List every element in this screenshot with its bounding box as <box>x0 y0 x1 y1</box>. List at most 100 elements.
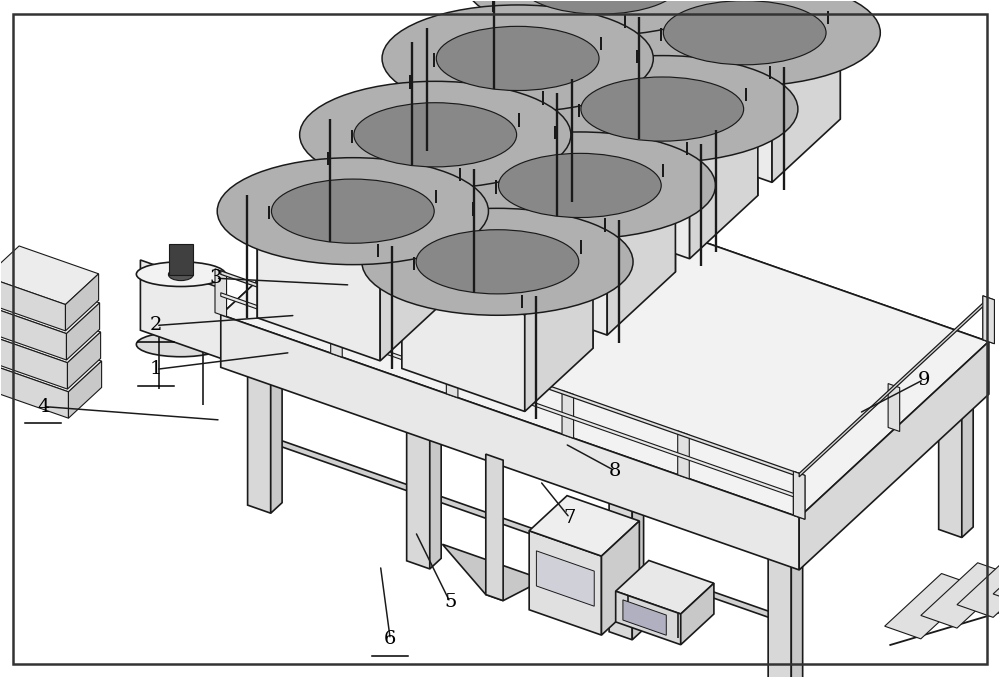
Polygon shape <box>505 0 573 89</box>
Polygon shape <box>490 5 613 145</box>
Polygon shape <box>221 139 410 367</box>
Polygon shape <box>772 22 840 182</box>
Polygon shape <box>799 342 989 570</box>
Polygon shape <box>505 0 696 35</box>
Polygon shape <box>221 139 989 517</box>
Polygon shape <box>422 5 490 165</box>
Polygon shape <box>567 56 758 162</box>
Polygon shape <box>221 271 799 477</box>
Polygon shape <box>609 492 632 640</box>
Polygon shape <box>962 386 973 538</box>
Ellipse shape <box>464 0 736 35</box>
Polygon shape <box>340 81 531 188</box>
Text: 9: 9 <box>918 370 930 388</box>
Polygon shape <box>690 99 758 259</box>
Polygon shape <box>0 294 101 363</box>
Polygon shape <box>221 315 799 570</box>
Polygon shape <box>442 544 544 601</box>
Ellipse shape <box>498 153 661 218</box>
Text: 2: 2 <box>150 317 162 334</box>
Polygon shape <box>567 119 690 259</box>
Polygon shape <box>66 303 100 360</box>
Ellipse shape <box>362 208 633 315</box>
Polygon shape <box>331 309 342 357</box>
Polygon shape <box>257 158 448 264</box>
Polygon shape <box>470 209 593 348</box>
Polygon shape <box>257 158 325 318</box>
Ellipse shape <box>609 0 880 86</box>
Text: 5: 5 <box>444 593 456 612</box>
Polygon shape <box>888 384 900 431</box>
Polygon shape <box>404 93 416 141</box>
Polygon shape <box>939 389 962 538</box>
Polygon shape <box>67 332 101 389</box>
Ellipse shape <box>136 262 225 287</box>
Polygon shape <box>768 547 791 678</box>
Ellipse shape <box>416 230 579 294</box>
Polygon shape <box>529 531 601 635</box>
Polygon shape <box>627 0 696 132</box>
Polygon shape <box>553 132 675 272</box>
Text: 1: 1 <box>150 361 162 378</box>
Polygon shape <box>799 298 989 477</box>
Text: 6: 6 <box>384 631 396 648</box>
Polygon shape <box>567 56 635 216</box>
Polygon shape <box>607 176 675 335</box>
Polygon shape <box>623 600 666 635</box>
Polygon shape <box>271 362 282 513</box>
Polygon shape <box>408 81 531 221</box>
Polygon shape <box>0 270 100 334</box>
Polygon shape <box>430 418 441 569</box>
Polygon shape <box>65 274 99 331</box>
Polygon shape <box>0 348 68 418</box>
Polygon shape <box>340 81 408 241</box>
Polygon shape <box>248 365 271 513</box>
Text: 4: 4 <box>37 397 49 416</box>
Polygon shape <box>418 207 441 355</box>
Polygon shape <box>402 209 593 315</box>
Polygon shape <box>446 350 458 398</box>
Polygon shape <box>441 204 453 355</box>
Text: 3: 3 <box>210 269 222 287</box>
Polygon shape <box>340 145 463 285</box>
Ellipse shape <box>581 77 744 141</box>
Polygon shape <box>484 132 553 292</box>
Polygon shape <box>885 574 978 639</box>
Ellipse shape <box>382 5 653 112</box>
Polygon shape <box>681 583 714 645</box>
Polygon shape <box>616 561 714 614</box>
Ellipse shape <box>300 81 571 188</box>
Polygon shape <box>0 277 65 331</box>
Polygon shape <box>635 56 758 195</box>
Polygon shape <box>983 296 994 344</box>
Polygon shape <box>257 221 380 361</box>
Polygon shape <box>616 591 681 645</box>
Polygon shape <box>422 68 545 208</box>
Polygon shape <box>601 521 639 635</box>
Polygon shape <box>717 0 840 119</box>
Polygon shape <box>407 420 430 569</box>
Ellipse shape <box>519 0 681 14</box>
Polygon shape <box>545 48 613 208</box>
Text: 7: 7 <box>564 509 576 527</box>
Polygon shape <box>380 201 448 361</box>
Polygon shape <box>325 158 448 298</box>
Polygon shape <box>0 318 102 392</box>
Polygon shape <box>993 541 1000 607</box>
Polygon shape <box>169 244 193 275</box>
Ellipse shape <box>436 26 599 91</box>
Polygon shape <box>0 301 66 360</box>
Polygon shape <box>484 132 675 239</box>
Polygon shape <box>410 139 989 395</box>
Polygon shape <box>632 489 644 640</box>
Polygon shape <box>221 293 799 499</box>
Polygon shape <box>525 252 593 412</box>
Polygon shape <box>983 296 994 344</box>
Polygon shape <box>793 471 805 519</box>
Polygon shape <box>505 0 627 132</box>
Ellipse shape <box>168 268 193 281</box>
Polygon shape <box>678 431 689 479</box>
Polygon shape <box>649 0 717 140</box>
Polygon shape <box>562 391 574 438</box>
Polygon shape <box>140 260 221 359</box>
